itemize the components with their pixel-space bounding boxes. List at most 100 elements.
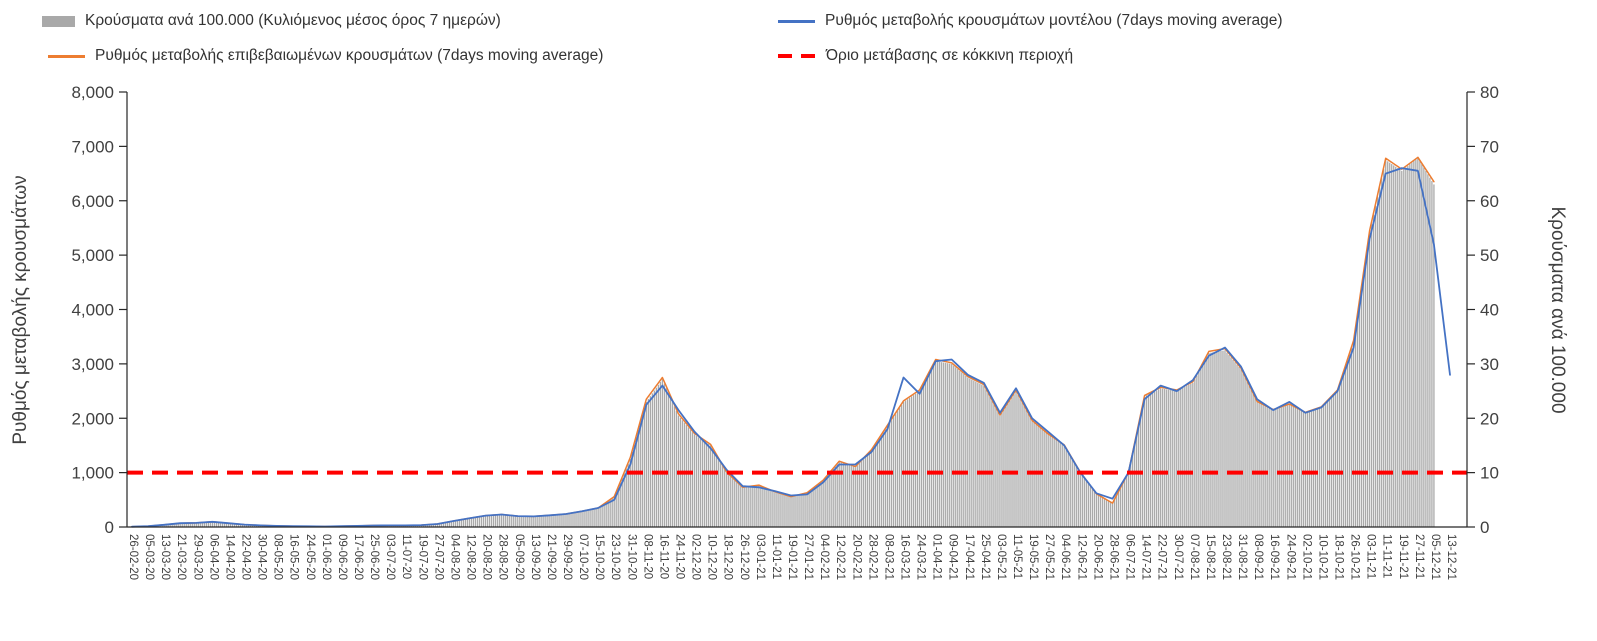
svg-text:19-05-21: 19-05-21	[1027, 534, 1039, 580]
svg-text:14-07-21: 14-07-21	[1140, 534, 1152, 580]
svg-text:03-01-21: 03-01-21	[754, 534, 766, 580]
svg-text:13-09-20: 13-09-20	[529, 534, 541, 580]
bar-series-swatch	[42, 15, 75, 27]
svg-text:20-02-21: 20-02-21	[850, 534, 862, 580]
svg-text:01-06-20: 01-06-20	[320, 534, 332, 580]
svg-text:10-12-20: 10-12-20	[706, 534, 718, 580]
svg-text:08-09-21: 08-09-21	[1252, 534, 1264, 580]
svg-text:16-11-20: 16-11-20	[657, 534, 669, 579]
svg-text:21-03-20: 21-03-20	[175, 534, 187, 580]
svg-text:29-03-20: 29-03-20	[191, 534, 203, 580]
svg-text:05-09-20: 05-09-20	[513, 534, 525, 580]
svg-text:5,000: 5,000	[71, 246, 114, 265]
svg-text:24-09-21: 24-09-21	[1284, 534, 1296, 580]
svg-text:01-04-21: 01-04-21	[931, 534, 943, 580]
svg-text:10: 10	[1480, 464, 1499, 483]
svg-text:14-04-20: 14-04-20	[223, 534, 235, 580]
svg-text:11-05-21: 11-05-21	[1011, 534, 1023, 579]
svg-text:09-04-21: 09-04-21	[947, 534, 959, 580]
svg-text:16-09-21: 16-09-21	[1268, 534, 1280, 580]
svg-text:6,000: 6,000	[71, 192, 114, 211]
svg-text:06-04-20: 06-04-20	[207, 534, 219, 580]
svg-text:30: 30	[1480, 355, 1499, 374]
svg-text:11-11-21: 11-11-21	[1381, 534, 1393, 578]
svg-text:1,000: 1,000	[71, 464, 114, 483]
svg-text:24-11-20: 24-11-20	[674, 534, 686, 579]
svg-text:23-08-21: 23-08-21	[1220, 534, 1232, 580]
svg-text:0: 0	[105, 518, 114, 537]
svg-text:03-11-21: 03-11-21	[1365, 534, 1377, 579]
svg-text:02-12-20: 02-12-20	[690, 534, 702, 580]
legend-item-model-line: Ρυθμός μεταβολής κρουσμάτων μοντέλου (7d…	[778, 10, 1283, 32]
svg-text:31-08-21: 31-08-21	[1236, 534, 1248, 580]
svg-text:7,000: 7,000	[71, 137, 114, 156]
svg-text:Κρούσματα ανά 100.000: Κρούσματα ανά 100.000	[1547, 206, 1568, 413]
svg-text:05-03-20: 05-03-20	[143, 534, 155, 580]
svg-text:09-06-20: 09-06-20	[336, 534, 348, 580]
svg-text:22-07-21: 22-07-21	[1156, 534, 1168, 580]
svg-text:20-08-20: 20-08-20	[481, 534, 493, 580]
svg-text:16-05-20: 16-05-20	[288, 534, 300, 580]
svg-text:16-03-21: 16-03-21	[899, 534, 911, 580]
svg-text:10-10-21: 10-10-21	[1316, 534, 1328, 580]
svg-text:12-06-21: 12-06-21	[1075, 534, 1087, 580]
svg-text:24-03-21: 24-03-21	[915, 534, 927, 580]
svg-text:15-08-21: 15-08-21	[1204, 534, 1216, 580]
svg-text:Ρυθμός μεταβολής κρουσμάτων: Ρυθμός μεταβολής κρουσμάτων	[10, 175, 31, 444]
svg-text:11-01-21: 11-01-21	[770, 534, 782, 579]
svg-text:28-08-20: 28-08-20	[497, 534, 509, 580]
svg-text:12-08-20: 12-08-20	[465, 534, 477, 580]
svg-text:13-03-20: 13-03-20	[159, 534, 171, 580]
svg-text:13-12-21: 13-12-21	[1445, 534, 1457, 580]
svg-text:8,000: 8,000	[71, 83, 114, 102]
svg-text:80: 80	[1480, 83, 1499, 102]
legend-label-model-line: Ρυθμός μεταβολής κρουσμάτων μοντέλου (7d…	[825, 12, 1283, 29]
svg-text:04-02-21: 04-02-21	[818, 534, 830, 580]
svg-text:20-06-21: 20-06-21	[1091, 534, 1103, 580]
svg-text:28-06-21: 28-06-21	[1108, 534, 1120, 580]
svg-text:60: 60	[1480, 192, 1499, 211]
svg-text:28-02-21: 28-02-21	[866, 534, 878, 580]
svg-text:27-11-21: 27-11-21	[1413, 534, 1425, 579]
legend-item-confirmed-line: Ρυθμός μεταβολής επιβεβαιωμένων κρουσμάτ…	[48, 45, 603, 67]
svg-text:18-10-21: 18-10-21	[1333, 534, 1345, 580]
svg-text:26-12-20: 26-12-20	[738, 534, 750, 580]
svg-text:04-08-20: 04-08-20	[449, 534, 461, 580]
svg-text:05-12-21: 05-12-21	[1429, 534, 1441, 580]
svg-text:0: 0	[1480, 518, 1489, 537]
orange-line-swatch	[48, 54, 85, 58]
svg-text:27-01-21: 27-01-21	[802, 534, 814, 580]
svg-text:20: 20	[1480, 409, 1499, 428]
svg-text:07-08-21: 07-08-21	[1188, 534, 1200, 580]
svg-text:4,000: 4,000	[71, 301, 114, 320]
legend-label-confirmed-line: Ρυθμός μεταβολής επιβεβαιωμένων κρουσμάτ…	[95, 47, 604, 64]
svg-text:26-02-20: 26-02-20	[127, 534, 139, 580]
svg-text:19-11-21: 19-11-21	[1397, 534, 1409, 579]
svg-text:27-07-20: 27-07-20	[432, 534, 444, 580]
svg-text:24-05-20: 24-05-20	[304, 534, 316, 580]
svg-text:70: 70	[1480, 137, 1499, 156]
svg-text:25-04-21: 25-04-21	[979, 534, 991, 580]
svg-text:19-01-21: 19-01-21	[786, 534, 798, 580]
svg-text:04-06-21: 04-06-21	[1059, 534, 1071, 580]
svg-text:25-06-20: 25-06-20	[368, 534, 380, 580]
svg-text:08-03-21: 08-03-21	[882, 534, 894, 580]
svg-text:31-10-20: 31-10-20	[625, 534, 637, 580]
svg-text:29-09-20: 29-09-20	[561, 534, 573, 580]
legend-label-cases-bars: Κρούσματα ανά 100.000 (Κυλιόμενος μέσος …	[85, 12, 501, 29]
svg-text:06-07-21: 06-07-21	[1124, 534, 1136, 580]
blue-line-swatch	[778, 19, 815, 23]
legend-label-red-threshold: Όριο μετάβασης σε κόκκινη περιοχή	[826, 47, 1074, 64]
svg-text:11-07-20: 11-07-20	[400, 534, 412, 579]
svg-text:17-06-20: 17-06-20	[352, 534, 364, 580]
svg-text:02-10-21: 02-10-21	[1300, 534, 1312, 580]
svg-text:03-07-20: 03-07-20	[384, 534, 396, 580]
svg-text:22-04-20: 22-04-20	[240, 534, 252, 580]
svg-text:30-07-21: 30-07-21	[1172, 534, 1184, 580]
svg-text:40: 40	[1480, 301, 1499, 320]
svg-text:23-10-20: 23-10-20	[609, 534, 621, 580]
legend-item-red-threshold: Όριο μετάβασης σε κόκκινη περιοχή	[778, 45, 1073, 67]
svg-text:2,000: 2,000	[71, 409, 114, 428]
svg-text:03-05-21: 03-05-21	[995, 534, 1007, 580]
